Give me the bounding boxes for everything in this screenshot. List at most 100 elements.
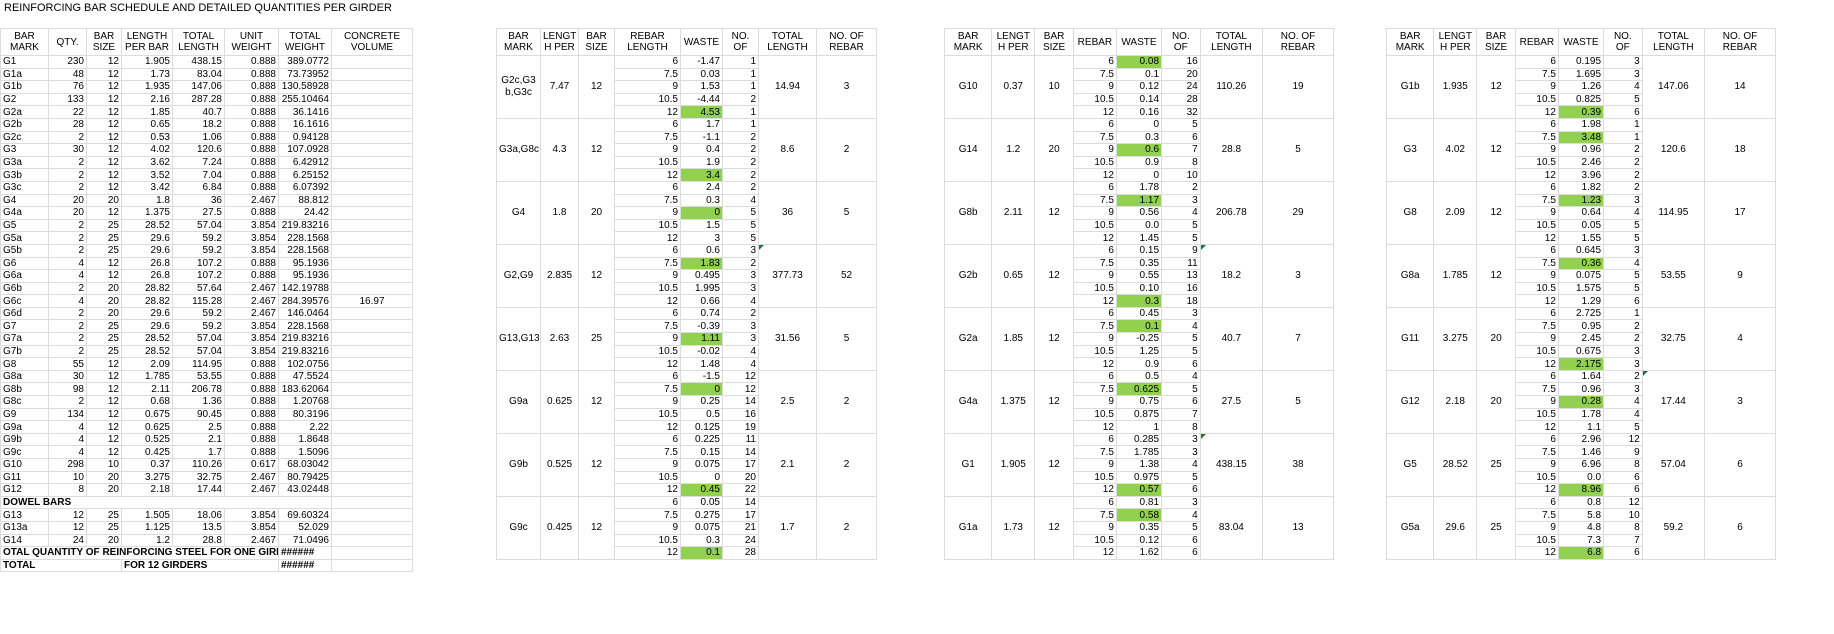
cell[interactable]: 438.15 bbox=[172, 55, 225, 69]
number-of-cell[interactable]: 18 bbox=[1161, 294, 1201, 308]
cell[interactable]: G4 bbox=[0, 193, 49, 208]
rebar-length-cell[interactable]: 6 bbox=[614, 306, 681, 321]
waste-cell[interactable]: -0.25 bbox=[1115, 332, 1163, 346]
cell[interactable]: 20 bbox=[86, 470, 122, 485]
waste-cell[interactable]: -0.02 bbox=[680, 344, 723, 359]
bar-size-cell[interactable]: 12 bbox=[578, 55, 615, 119]
rebar-length-cell[interactable]: 6 bbox=[1072, 369, 1117, 384]
waste-cell[interactable]: -0.39 bbox=[680, 319, 723, 334]
cell[interactable]: 1.73 bbox=[121, 67, 173, 82]
column-header[interactable]: LENGT H PER bbox=[991, 28, 1036, 56]
number-of-cell[interactable]: 17 bbox=[722, 458, 759, 472]
rebar-length-cell[interactable]: 9 bbox=[614, 458, 681, 472]
cell[interactable]: 230 bbox=[48, 55, 87, 69]
bar-mark-cell[interactable]: G5a bbox=[1385, 495, 1435, 560]
waste-cell[interactable]: 4.8 bbox=[1557, 520, 1605, 535]
rebar-length-cell[interactable]: 9 bbox=[614, 143, 681, 157]
length-per-bar-cell[interactable]: 1.935 bbox=[1433, 55, 1478, 119]
number-of-cell[interactable]: 1 bbox=[722, 67, 759, 82]
rebar-length-cell[interactable]: 7.5 bbox=[1514, 319, 1559, 334]
cell[interactable]: 29.6 bbox=[121, 231, 173, 245]
cell[interactable]: 0.888 bbox=[224, 382, 279, 397]
bar-size-cell[interactable]: 12 bbox=[1034, 306, 1074, 371]
cell[interactable]: 18.06 bbox=[172, 508, 225, 522]
column-header[interactable]: BAR SIZE bbox=[1034, 28, 1074, 56]
number-of-rebar-cell[interactable]: 13 bbox=[1262, 495, 1334, 560]
concrete-volume-cell[interactable] bbox=[331, 269, 413, 283]
number-of-cell[interactable]: 10 bbox=[1603, 508, 1643, 522]
rebar-length-cell[interactable]: 6 bbox=[614, 117, 681, 132]
cell[interactable]: 12 bbox=[48, 508, 87, 522]
number-of-cell[interactable]: 6 bbox=[1161, 533, 1201, 548]
bar-mark-cell[interactable]: G8a bbox=[1385, 243, 1435, 308]
number-of-cell[interactable]: 5 bbox=[1603, 269, 1643, 283]
rebar-length-cell[interactable]: 9 bbox=[1514, 269, 1559, 283]
concrete-volume-cell[interactable] bbox=[331, 130, 413, 145]
rebar-length-cell[interactable]: 9 bbox=[1072, 206, 1117, 220]
cell[interactable]: 12 bbox=[86, 117, 122, 132]
cell[interactable]: 20 bbox=[86, 483, 122, 497]
column-header[interactable]: TOTAL LENGTH bbox=[172, 28, 225, 56]
cell[interactable]: 0.625 bbox=[121, 420, 173, 434]
cell[interactable]: 3.854 bbox=[224, 243, 279, 258]
bar-mark-cell[interactable]: G9b bbox=[496, 432, 541, 497]
cell[interactable]: 59.2 bbox=[172, 243, 225, 258]
bar-size-cell[interactable]: 20 bbox=[1034, 117, 1074, 182]
rebar-length-cell[interactable]: 7.5 bbox=[1514, 508, 1559, 522]
total-value[interactable]: ###### bbox=[278, 558, 332, 573]
cell[interactable]: 55 bbox=[48, 357, 87, 371]
cell[interactable]: 3.854 bbox=[224, 508, 279, 522]
number-of-cell[interactable]: 2 bbox=[1161, 180, 1201, 195]
cell[interactable]: G9a bbox=[0, 420, 49, 434]
number-of-rebar-cell[interactable]: 5 bbox=[1262, 117, 1334, 182]
cell[interactable]: 57.04 bbox=[172, 218, 225, 233]
concrete-volume-cell[interactable] bbox=[331, 306, 413, 321]
cell[interactable]: G8 bbox=[0, 357, 49, 371]
number-of-rebar-cell[interactable]: 3 bbox=[1704, 369, 1776, 434]
cell[interactable]: 98 bbox=[48, 382, 87, 397]
waste-cell[interactable]: 2.175 bbox=[1557, 357, 1605, 371]
waste-cell[interactable]: 0.3 bbox=[1115, 130, 1163, 145]
cell[interactable]: G6b bbox=[0, 281, 49, 296]
cell[interactable]: G7 bbox=[0, 319, 49, 334]
number-of-cell[interactable]: 1 bbox=[722, 80, 759, 94]
number-of-cell[interactable]: 14 bbox=[722, 495, 759, 510]
length-per-bar-cell[interactable]: 3.275 bbox=[1433, 306, 1478, 371]
waste-cell[interactable]: 0.285 bbox=[1115, 432, 1163, 447]
cell[interactable]: 2.09 bbox=[121, 357, 173, 371]
waste-cell[interactable]: 0 bbox=[680, 470, 723, 485]
cell[interactable]: 12 bbox=[86, 395, 122, 409]
cell[interactable]: 12 bbox=[86, 432, 122, 447]
cell[interactable]: G14 bbox=[0, 533, 49, 548]
cell[interactable]: G3a bbox=[0, 155, 49, 170]
concrete-volume-cell[interactable] bbox=[331, 357, 413, 371]
rebar-length-cell[interactable]: 12 bbox=[614, 357, 681, 371]
number-of-cell[interactable]: 24 bbox=[1161, 80, 1201, 94]
number-of-cell[interactable]: 3 bbox=[722, 243, 759, 258]
waste-cell[interactable]: 0.96 bbox=[1557, 382, 1605, 397]
cell[interactable]: 3.854 bbox=[224, 344, 279, 359]
cell[interactable]: G8b bbox=[0, 382, 49, 397]
cell[interactable]: 53.55 bbox=[172, 369, 225, 384]
waste-cell[interactable]: 3.96 bbox=[1557, 168, 1605, 182]
cell[interactable]: 24 bbox=[48, 533, 87, 548]
length-per-bar-cell[interactable]: 2.835 bbox=[540, 243, 579, 308]
cell[interactable]: 12 bbox=[86, 67, 122, 82]
waste-cell[interactable]: 2.4 bbox=[680, 180, 723, 195]
waste-cell[interactable]: 0.95 bbox=[1557, 319, 1605, 334]
cell[interactable] bbox=[331, 558, 413, 573]
waste-cell[interactable]: 0.975 bbox=[1115, 470, 1163, 485]
total-length-cell[interactable]: 31.56 bbox=[758, 306, 817, 371]
bar-size-cell[interactable]: 25 bbox=[1476, 432, 1516, 497]
cell[interactable]: 29.6 bbox=[121, 306, 173, 321]
bar-size-cell[interactable]: 12 bbox=[1476, 117, 1516, 182]
cell[interactable]: 130.58928 bbox=[278, 80, 332, 94]
column-header[interactable]: REBAR bbox=[1072, 28, 1117, 56]
length-per-bar-cell[interactable]: 2.18 bbox=[1433, 369, 1478, 434]
column-header[interactable]: BAR MARK bbox=[943, 28, 993, 56]
waste-cell[interactable]: 0.35 bbox=[1115, 520, 1163, 535]
cell[interactable]: 20 bbox=[86, 533, 122, 548]
cell[interactable]: 10 bbox=[48, 470, 87, 485]
number-of-rebar-cell[interactable]: 14 bbox=[1704, 55, 1776, 119]
